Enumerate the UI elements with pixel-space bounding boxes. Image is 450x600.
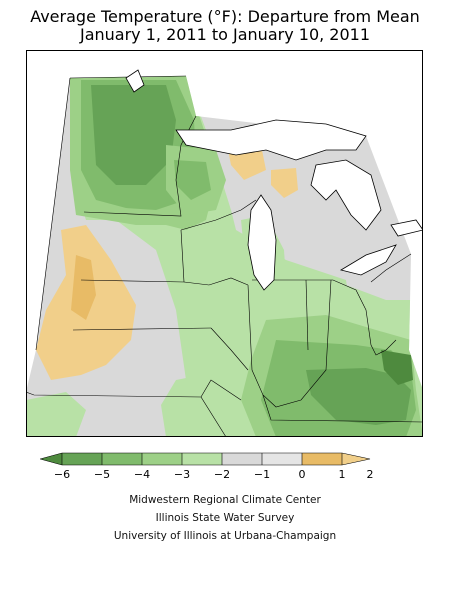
lake-huron (310, 159, 382, 231)
legend-swatch-minus3-minus2 (142, 453, 182, 465)
lake-michigan (247, 194, 277, 291)
legend-swatch-lt-minus5 (40, 453, 62, 465)
credit-line-isws: Illinois State Water Survey (155, 512, 295, 524)
zone-orange-northern-michigan (271, 168, 298, 198)
lake-of-the-woods (125, 69, 145, 93)
zone-orange-west-core (71, 255, 96, 320)
legend-swatch-minus1-0 (222, 453, 262, 465)
legend-tick-label: 2 (367, 468, 374, 481)
legend-swatch-1-2 (302, 453, 342, 465)
zone-green-minus3-wisconsin (174, 160, 211, 200)
state-boundaries (26, 75, 423, 437)
lake-ontario (390, 219, 423, 237)
lakes (125, 69, 423, 291)
map-title-line1: Average Temperature (°F): Departure from… (30, 7, 420, 26)
legend-swatch-minus4-minus3 (102, 453, 142, 465)
legend-tick-label: −2 (214, 468, 230, 481)
legend-tick-label: −5 (94, 468, 110, 481)
legend-swatch-gt-2 (342, 453, 370, 465)
legend-swatch-minus5-minus4 (62, 453, 102, 465)
legend-tick-label: 1 (339, 468, 346, 481)
credit-line-uiuc: University of Illinois at Urbana-Champai… (113, 530, 337, 542)
legend-tick-label: −6 (54, 468, 70, 481)
map-title-line2: January 1, 2011 to January 10, 2011 (79, 25, 371, 44)
zone-green-minus4-north (91, 85, 176, 185)
credit-line-mrcc: Midwestern Regional Climate Center (129, 494, 321, 506)
lake-superior (175, 119, 367, 161)
temperature-departure-map (26, 50, 423, 437)
legend-swatch-0-1 (262, 453, 302, 465)
lake-erie (339, 244, 397, 276)
zone-green-minus4-southeast (306, 368, 411, 425)
legend-swatch-minus2-minus1 (182, 453, 222, 465)
legend-tick-label: −3 (174, 468, 190, 481)
legend-tick-label: −4 (134, 468, 150, 481)
zone-light-green-far-sw (26, 392, 86, 437)
color-legend: −6 −5 −4 −3 −2 −1 0 1 2 (40, 452, 374, 481)
legend-tick-label: −1 (254, 468, 270, 481)
map-frame (26, 50, 423, 437)
legend-tick-label: 0 (299, 468, 306, 481)
zone-green-minus5-southeast (381, 350, 413, 385)
